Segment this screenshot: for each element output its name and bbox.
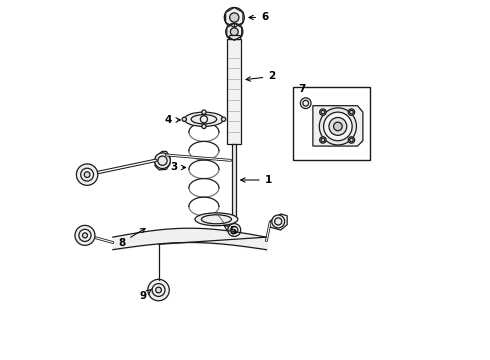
Text: 8: 8 <box>118 229 145 248</box>
Polygon shape <box>270 214 287 230</box>
Circle shape <box>319 137 326 143</box>
Bar <box>227 39 241 144</box>
Circle shape <box>329 117 347 135</box>
Circle shape <box>230 13 239 22</box>
Bar <box>293 87 370 160</box>
Circle shape <box>323 112 352 141</box>
Text: 9: 9 <box>140 289 152 301</box>
Circle shape <box>155 153 171 168</box>
Text: 2: 2 <box>246 71 275 81</box>
Circle shape <box>334 122 342 131</box>
Circle shape <box>156 287 161 293</box>
Text: 6: 6 <box>249 13 269 22</box>
Circle shape <box>82 233 88 238</box>
Circle shape <box>348 109 355 115</box>
Text: 1: 1 <box>241 175 272 185</box>
Circle shape <box>84 172 90 177</box>
Circle shape <box>272 215 285 228</box>
Ellipse shape <box>184 112 223 126</box>
Text: 4: 4 <box>165 115 180 125</box>
Text: 7: 7 <box>298 85 305 94</box>
Circle shape <box>76 164 98 185</box>
Ellipse shape <box>195 213 238 226</box>
Polygon shape <box>155 152 170 170</box>
Circle shape <box>226 23 243 40</box>
Circle shape <box>75 225 95 246</box>
Circle shape <box>148 279 169 301</box>
Text: 5: 5 <box>223 225 236 236</box>
Bar <box>232 144 236 221</box>
Text: 3: 3 <box>170 162 186 172</box>
Circle shape <box>228 224 241 237</box>
Circle shape <box>319 109 326 115</box>
Circle shape <box>202 124 206 129</box>
Circle shape <box>300 98 311 109</box>
Circle shape <box>221 117 226 121</box>
Circle shape <box>202 110 206 114</box>
Circle shape <box>319 108 356 145</box>
Circle shape <box>224 8 245 27</box>
Circle shape <box>230 28 238 36</box>
Polygon shape <box>313 106 363 146</box>
Bar <box>228 35 240 39</box>
Circle shape <box>182 117 186 121</box>
Circle shape <box>348 137 355 143</box>
